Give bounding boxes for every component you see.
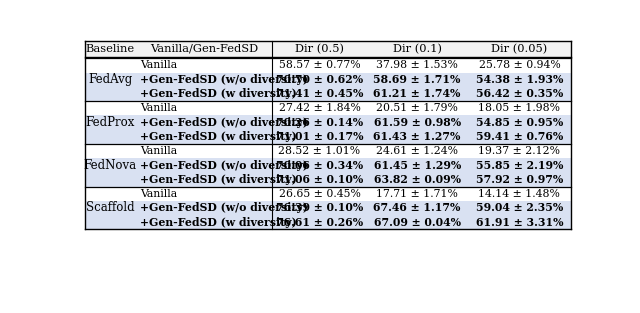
Text: 70.26 ± 0.14%: 70.26 ± 0.14% [276, 117, 363, 128]
Text: 28.52 ± 1.01%: 28.52 ± 1.01% [278, 146, 360, 156]
Text: 26.65 ± 0.45%: 26.65 ± 0.45% [278, 189, 360, 199]
Text: +Gen-FedSD (w diversity): +Gen-FedSD (w diversity) [140, 131, 297, 142]
Text: 61.45 ± 1.29%: 61.45 ± 1.29% [374, 160, 461, 171]
Text: Dir (0.1): Dir (0.1) [392, 44, 442, 54]
Bar [84, 87, 572, 101]
Bar [84, 41, 572, 57]
Text: 59.04 ± 2.35%: 59.04 ± 2.35% [476, 203, 563, 213]
Text: 58.69 ± 1.71%: 58.69 ± 1.71% [373, 74, 461, 85]
Bar [84, 115, 572, 130]
Text: 71.01 ± 0.17%: 71.01 ± 0.17% [276, 131, 364, 142]
Text: FedProx: FedProx [86, 116, 135, 129]
Text: +Gen-FedSD (w diversity): +Gen-FedSD (w diversity) [140, 174, 297, 185]
Text: Dir (0.05): Dir (0.05) [492, 44, 548, 54]
Text: 57.92 ± 0.97%: 57.92 ± 0.97% [476, 174, 563, 185]
Text: Vanilla/Gen-FedSD: Vanilla/Gen-FedSD [150, 44, 258, 54]
Bar [84, 73, 572, 87]
Text: 59.41 ± 0.76%: 59.41 ± 0.76% [476, 131, 563, 142]
Text: 63.82 ± 0.09%: 63.82 ± 0.09% [374, 174, 461, 185]
Bar [84, 215, 572, 229]
Text: Vanilla: Vanilla [140, 103, 177, 113]
Text: 61.91 ± 3.31%: 61.91 ± 3.31% [476, 217, 563, 228]
Text: 37.98 ± 1.53%: 37.98 ± 1.53% [376, 60, 458, 70]
Text: 19.37 ± 2.12%: 19.37 ± 2.12% [479, 146, 561, 156]
Text: 61.21 ± 1.74%: 61.21 ± 1.74% [373, 89, 461, 100]
Text: 58.57 ± 0.77%: 58.57 ± 0.77% [278, 60, 360, 70]
Text: 18.05 ± 1.98%: 18.05 ± 1.98% [479, 103, 561, 113]
Text: 76.39 ± 0.10%: 76.39 ± 0.10% [276, 203, 363, 213]
Text: Vanilla: Vanilla [140, 60, 177, 70]
Text: 71.06 ± 0.10%: 71.06 ± 0.10% [276, 174, 363, 185]
Text: Scaffold: Scaffold [86, 202, 134, 214]
Text: +Gen-FedSD (w diversity): +Gen-FedSD (w diversity) [140, 89, 297, 100]
Text: FedNova: FedNova [84, 159, 137, 172]
Text: 54.38 ± 1.93%: 54.38 ± 1.93% [476, 74, 563, 85]
Text: 76.61 ± 0.26%: 76.61 ± 0.26% [276, 217, 363, 228]
Bar [84, 158, 572, 172]
Text: 61.59 ± 0.98%: 61.59 ± 0.98% [374, 117, 461, 128]
Text: Vanilla: Vanilla [140, 146, 177, 156]
Text: 56.42 ± 0.35%: 56.42 ± 0.35% [476, 89, 563, 100]
Text: FedAvg: FedAvg [88, 73, 132, 86]
Text: 70.70 ± 0.62%: 70.70 ± 0.62% [276, 74, 363, 85]
Text: Baseline: Baseline [86, 44, 135, 54]
Text: +Gen-FedSD (w/o diversity): +Gen-FedSD (w/o diversity) [140, 160, 308, 171]
Text: 55.85 ± 2.19%: 55.85 ± 2.19% [476, 160, 563, 171]
Text: 71.41 ± 0.45%: 71.41 ± 0.45% [276, 89, 363, 100]
Text: Vanilla: Vanilla [140, 189, 177, 199]
Bar [84, 144, 572, 158]
Text: 25.78 ± 0.94%: 25.78 ± 0.94% [479, 60, 560, 70]
Text: 61.43 ± 1.27%: 61.43 ± 1.27% [373, 131, 461, 142]
Bar [84, 172, 572, 187]
Bar [84, 101, 572, 115]
Text: 67.09 ± 0.04%: 67.09 ± 0.04% [374, 217, 461, 228]
Text: +Gen-FedSD (w/o diversity): +Gen-FedSD (w/o diversity) [140, 74, 308, 85]
Text: Dir (0.5): Dir (0.5) [295, 44, 344, 54]
Text: 24.61 ± 1.24%: 24.61 ± 1.24% [376, 146, 458, 156]
Text: 17.71 ± 1.71%: 17.71 ± 1.71% [376, 189, 458, 199]
Bar [84, 201, 572, 215]
Text: 20.51 ± 1.79%: 20.51 ± 1.79% [376, 103, 458, 113]
Text: +Gen-FedSD (w/o diversity): +Gen-FedSD (w/o diversity) [140, 203, 308, 213]
Bar [84, 187, 572, 201]
Bar [84, 130, 572, 144]
Text: 54.85 ± 0.95%: 54.85 ± 0.95% [476, 117, 563, 128]
Text: 70.06 ± 0.34%: 70.06 ± 0.34% [276, 160, 363, 171]
Text: +Gen-FedSD (w diversity): +Gen-FedSD (w diversity) [140, 217, 297, 228]
Text: 67.46 ± 1.17%: 67.46 ± 1.17% [373, 203, 461, 213]
Text: 14.14 ± 1.48%: 14.14 ± 1.48% [479, 189, 561, 199]
Text: +Gen-FedSD (w/o diversity): +Gen-FedSD (w/o diversity) [140, 117, 308, 128]
Text: 27.42 ± 1.84%: 27.42 ± 1.84% [278, 103, 360, 113]
Bar [84, 58, 572, 73]
